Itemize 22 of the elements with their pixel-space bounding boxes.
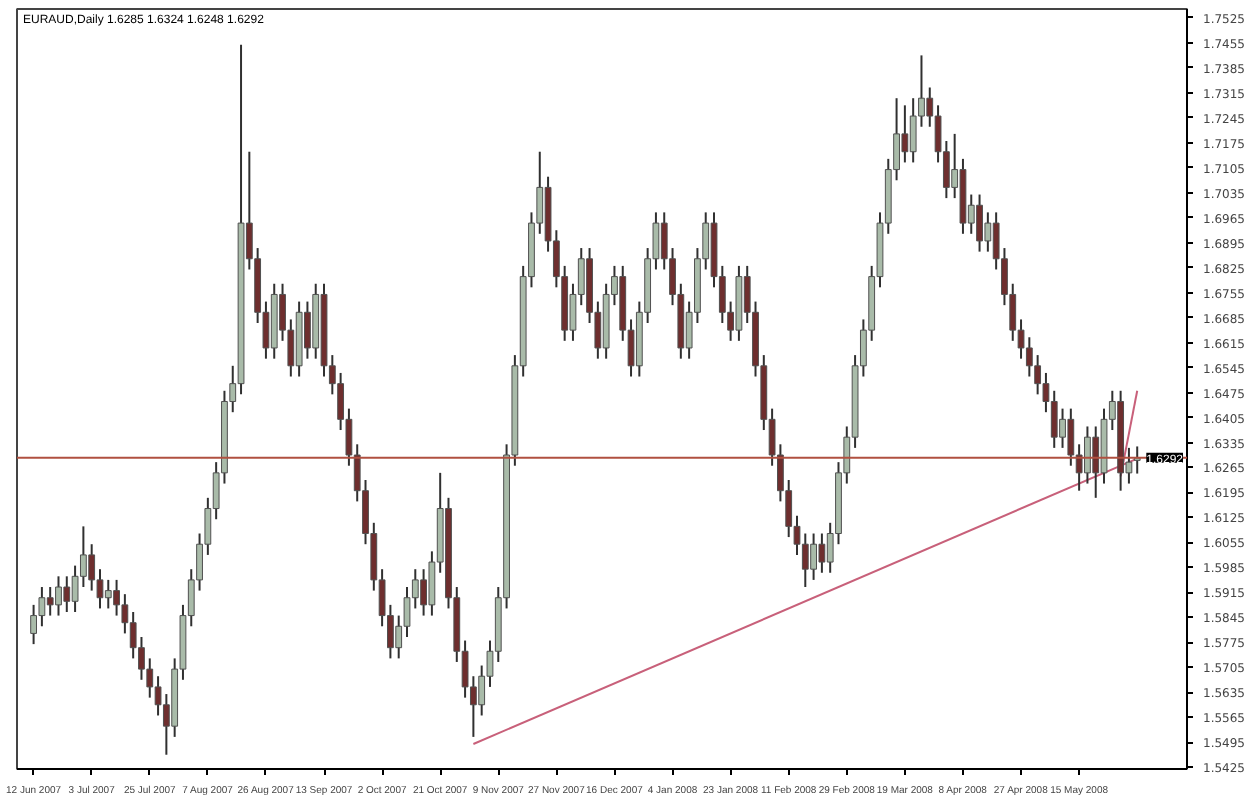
candlestick (1059, 407, 1066, 449)
candlestick (46, 586, 54, 617)
candlestick (55, 575, 62, 617)
candlestick (420, 568, 427, 617)
candlestick (63, 575, 71, 613)
candlestick (304, 300, 311, 360)
candlestick (810, 532, 817, 581)
candlestick (801, 532, 809, 589)
candlestick (976, 193, 983, 253)
candlestick (1025, 336, 1033, 378)
candlestick (113, 578, 120, 617)
candlestick (104, 578, 112, 610)
candlestick (88, 543, 96, 592)
candlestick (1092, 425, 1100, 499)
candlestick (30, 603, 37, 646)
candlestick (818, 532, 826, 574)
candlestick (984, 211, 992, 253)
candlestick (1067, 407, 1075, 467)
candlestick (1034, 354, 1042, 396)
candlestick (1050, 389, 1058, 449)
candlestick (901, 104, 909, 164)
candlestick (1084, 425, 1091, 485)
